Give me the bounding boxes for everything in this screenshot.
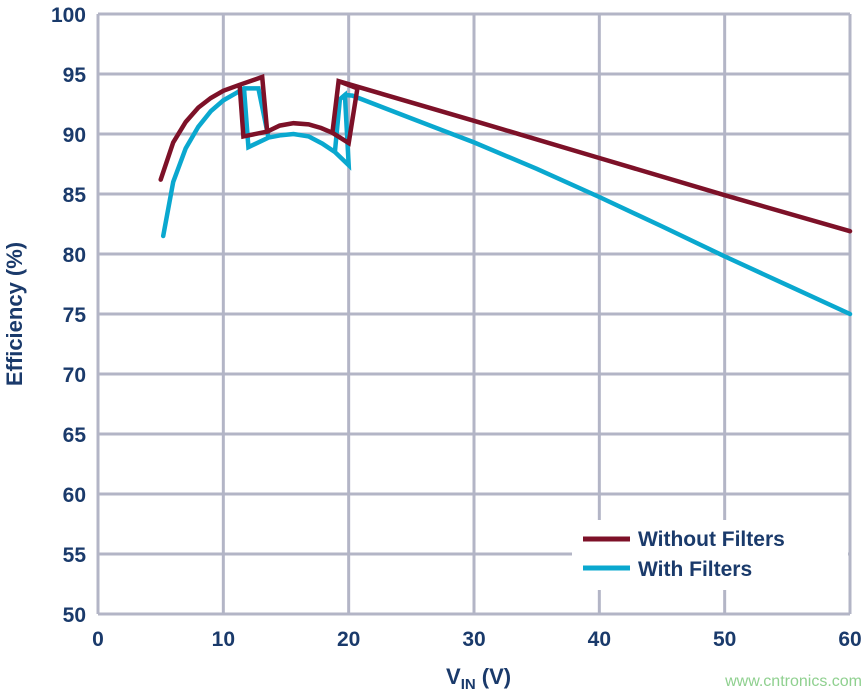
legend-label-with-filters: With Filters xyxy=(638,558,752,581)
x-tick-labels: 0 10 20 30 40 50 60 xyxy=(92,628,862,651)
x-axis-label-unit: (V) xyxy=(476,664,511,689)
series-lines xyxy=(158,73,853,317)
series-line-with-filters xyxy=(160,86,853,317)
y-tick-label: 60 xyxy=(63,484,86,507)
y-tick-labels: 50 55 60 65 70 75 80 85 90 95 100 xyxy=(51,4,86,627)
y-tick-label: 85 xyxy=(63,184,87,207)
x-tick-label: 10 xyxy=(212,628,235,651)
y-tick-label: 95 xyxy=(63,64,87,87)
y-tick-label: 70 xyxy=(63,364,86,387)
x-axis-label-main: V xyxy=(446,664,461,689)
x-tick-label: 0 xyxy=(92,628,104,651)
series-line-without-filters xyxy=(158,73,853,234)
legend: Without Filters With Filters xyxy=(572,520,848,590)
y-tick-label: 90 xyxy=(63,124,86,147)
x-tick-label: 60 xyxy=(838,628,861,651)
legend-label-without-filters: Without Filters xyxy=(638,528,785,551)
y-tick-label: 65 xyxy=(63,424,87,447)
x-tick-label: 30 xyxy=(462,628,485,651)
y-tick-label: 55 xyxy=(63,544,87,567)
x-tick-label: 20 xyxy=(337,628,360,651)
legend-background xyxy=(572,520,848,590)
x-tick-label: 50 xyxy=(713,628,736,651)
y-tick-label: 75 xyxy=(63,304,87,327)
x-axis-label-sub: IN xyxy=(461,676,476,692)
y-axis-label: Efficiency (%) xyxy=(2,242,27,386)
x-tick-label: 40 xyxy=(588,628,611,651)
x-axis-label: VIN (V) xyxy=(446,664,511,692)
y-tick-label: 50 xyxy=(63,604,86,627)
y-tick-label: 80 xyxy=(63,244,86,267)
y-tick-label: 100 xyxy=(51,4,86,27)
watermark: www.cntronics.com xyxy=(724,673,862,690)
